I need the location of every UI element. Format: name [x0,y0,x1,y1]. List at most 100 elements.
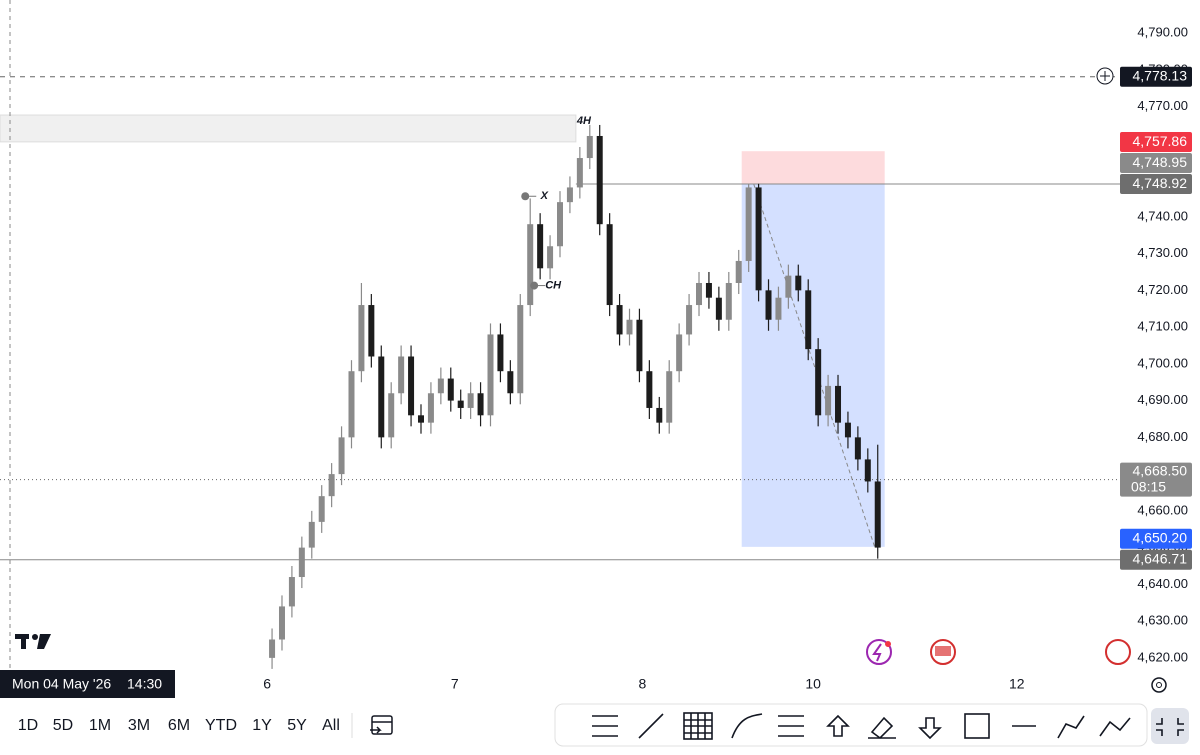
candle-body [517,305,524,394]
candle-body [308,521,315,548]
timeframe-button[interactable]: 5Y [287,717,307,734]
timeframe-button[interactable]: 6M [168,717,190,734]
candle-body [586,135,593,159]
plus-icon[interactable] [1096,67,1114,85]
price-label-box [1120,132,1192,153]
candle-body [656,407,663,423]
price-label: 4,778.13 [1133,67,1188,83]
drawing-tools[interactable] [592,712,1131,740]
countdown: 08:15 [1131,478,1166,494]
candle-body [269,639,276,658]
plot: 4,790.004,780.004,770.004,760.004,750.00… [0,25,1192,692]
x-tick-label: 6 [263,676,271,692]
timeframe-button[interactable]: 3M [128,717,150,734]
tv-logo [15,634,51,649]
candle-body [626,319,633,335]
candle-body [735,260,742,283]
y-tick-label: 4,620.00 [1137,649,1188,664]
y-tick-label: 4,710.00 [1137,319,1188,334]
y-tick-label: 4,770.00 [1137,98,1188,113]
candle-body [844,422,851,438]
candle-body [487,334,494,416]
crosshair-date-box [0,670,175,698]
price-label-box [1120,549,1192,570]
candle-body [477,393,484,416]
candle-body [298,547,305,578]
timeframe-button[interactable]: 5D [53,717,73,734]
candle-body [457,400,464,408]
fullscreen-button[interactable] [1151,708,1189,744]
timeframe-button[interactable]: 1M [89,717,111,734]
x-tick-label: 8 [639,676,647,692]
annotation: 4H [576,115,592,127]
settings-icon[interactable] [1151,677,1167,693]
candle-body [835,385,842,423]
candle-body [666,371,673,423]
target-zone [741,183,885,547]
crosshair-date: Mon 04 May '26 [12,676,111,692]
candle-body [368,305,375,357]
timeframe-button[interactable]: 1D [18,717,38,734]
candle-body [417,415,424,423]
price-label: 4,646.71 [1133,550,1188,566]
candle-body [566,187,573,203]
candle-body [557,202,563,247]
price-label-box [1120,174,1192,195]
timeframe-button[interactable]: 1Y [252,717,272,734]
candle-body [606,224,613,306]
y-tick-label: 4,680.00 [1137,429,1188,444]
candle-body [775,297,782,320]
candle-body [437,378,444,394]
candle-body [646,371,653,408]
annotation: X [540,190,549,202]
candle-body [785,275,792,298]
candle-body [686,305,693,335]
candle-body [745,187,752,261]
fullscreen-icon [1156,718,1184,736]
y-tick-label: 4,740.00 [1137,208,1188,223]
y-tick-label: 4,640.00 [1137,576,1188,591]
y-tick-label: 4,660.00 [1137,502,1188,517]
candle-body [348,371,355,438]
candle-body [854,437,861,460]
candle-body [725,282,732,320]
candle-body [318,496,325,522]
candle-body [636,319,643,372]
candle-body [408,356,415,416]
candle-body [467,393,474,408]
y-tick-label: 4,730.00 [1137,245,1188,260]
timeframe-button[interactable]: All [322,717,340,734]
anchor-point [530,281,539,290]
candle-body [288,577,295,607]
candle-body [278,606,285,640]
candle-body [427,393,434,423]
annotation: CH [545,279,562,291]
price-label-box [1120,66,1192,87]
price-label-box [1120,153,1192,174]
candle-body [676,334,683,372]
event-icons[interactable] [866,639,1131,665]
date-range-icon[interactable] [370,715,393,735]
price-label: 4,757.86 [1133,133,1188,149]
candle-body [388,393,395,438]
candle-body [755,187,762,291]
x-tick-label: 10 [805,676,821,692]
candle-body [795,275,802,291]
anchor-point [521,192,530,201]
crosshair-time: 14:30 [127,676,162,692]
candle-body [378,356,385,438]
candle-body [696,282,703,306]
candle-body [815,349,822,416]
candle-body [705,282,712,298]
timeframe-button[interactable]: YTD [205,717,237,734]
candle-body [447,378,454,401]
stop-zone [741,151,885,184]
x-tick-label: 7 [451,676,459,692]
candle-body [596,135,603,225]
position-path [753,183,876,548]
candle-body [874,481,881,548]
price-label-box [1120,462,1192,497]
zone [0,114,577,143]
drawing-toolbar [554,703,1148,747]
